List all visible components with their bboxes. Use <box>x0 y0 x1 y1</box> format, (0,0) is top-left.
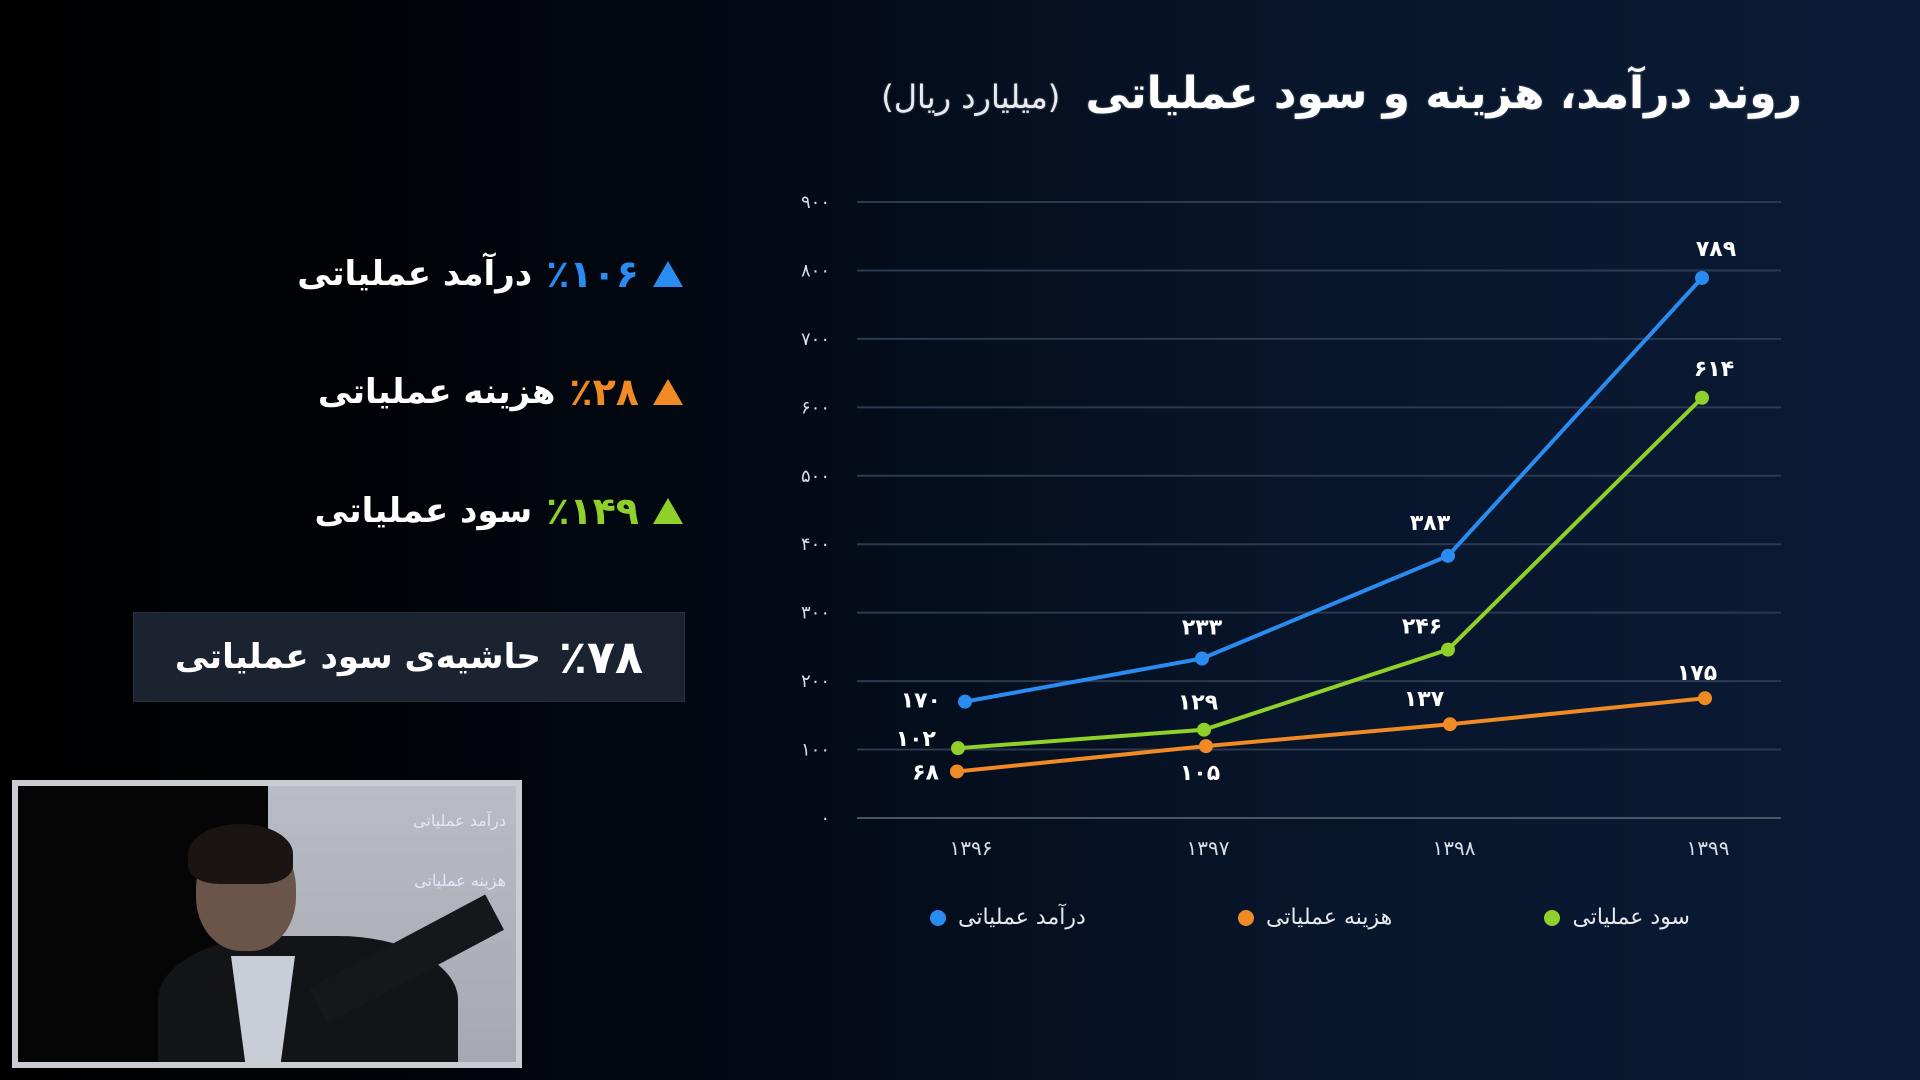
y-tick-label: ۷۰۰ <box>801 329 830 350</box>
data-label: ۷۸۹ <box>1696 237 1736 262</box>
data-label: ۱۰۵ <box>1180 761 1220 786</box>
screen-text: درآمد عملیاتی <box>413 811 506 830</box>
y-tick-label: ۱۰۰ <box>801 740 830 761</box>
legend-label: درآمد عملیاتی <box>958 905 1086 930</box>
presenter-hair <box>188 824 293 884</box>
data-label: ۲۳۳ <box>1182 616 1223 641</box>
data-label: ۱۲۹ <box>1178 691 1218 716</box>
series-line <box>956 696 1706 774</box>
up-triangle-icon <box>653 261 683 287</box>
y-tick-label: ۹۰۰ <box>801 192 830 213</box>
y-tick-label: ۸۰۰ <box>801 260 830 281</box>
presenter-video-inset: درآمد عملیاتی هزینه عملیاتی <box>12 780 522 1068</box>
x-tick-label: ۱۳۹۶ <box>950 836 993 860</box>
legend-label: هزینه عملیاتی <box>1266 905 1393 930</box>
kpi-cost-label: هزینه عملیاتی <box>317 372 556 412</box>
data-point <box>1441 548 1455 563</box>
y-tick-label: ۰ <box>820 808 830 829</box>
data-label: ۶۱۴ <box>1694 357 1734 382</box>
kpi-revenue-label: درآمد عملیاتی <box>297 254 533 294</box>
y-tick-label: ۳۰۰ <box>801 603 830 624</box>
up-triangle-icon <box>653 379 683 405</box>
x-tick-label: ۱۳۹۹ <box>1687 836 1730 860</box>
kpi-revenue: ٪۱۰۶ درآمد عملیاتی <box>297 252 683 296</box>
x-tick-label: ۱۳۹۸ <box>1433 836 1476 860</box>
data-point <box>951 741 965 756</box>
kpi-profit: ٪۱۴۹ سود عملیاتی <box>314 489 683 533</box>
operating-margin-box: ٪۷۸ حاشیه‌ی سود عملیاتی <box>133 612 685 702</box>
chart-title: روند درآمد، هزینه و سود عملیاتی (میلیارد… <box>760 68 1802 119</box>
legend-dot-icon <box>1544 909 1561 926</box>
kpi-cost-value: ٪۲۸ <box>569 370 639 414</box>
chart-legend: درآمد عملیاتی هزینه عملیاتی سود عملیاتی <box>930 905 1690 930</box>
y-tick-label: ۲۰۰ <box>801 671 830 692</box>
data-point <box>958 694 972 709</box>
data-label: ۱۷۵ <box>1677 661 1717 686</box>
data-point <box>1199 739 1213 754</box>
data-label: ۱۷۰ <box>901 689 941 714</box>
kpi-profit-label: سود عملیاتی <box>314 491 533 531</box>
data-point <box>1695 270 1709 285</box>
data-label: ۱۰۲ <box>896 727 937 752</box>
x-tick-label: ۱۳۹۷ <box>1187 836 1230 860</box>
data-label: ۲۴۶ <box>1402 615 1442 640</box>
kpi-profit-value: ٪۱۴۹ <box>546 489 639 533</box>
data-point <box>950 764 964 779</box>
data-point <box>1698 691 1712 706</box>
operating-margin-label: حاشیه‌ی سود عملیاتی <box>174 637 541 677</box>
legend-item-profit: سود عملیاتی <box>1544 905 1690 930</box>
kpi-revenue-value: ٪۱۰۶ <box>546 252 639 296</box>
legend-item-cost: هزینه عملیاتی <box>1238 905 1392 930</box>
data-label: ۱۳۷ <box>1404 687 1445 712</box>
y-tick-label: ۵۰۰ <box>801 466 830 487</box>
legend-item-revenue: درآمد عملیاتی <box>930 905 1086 930</box>
data-point <box>1443 717 1457 732</box>
chart-title-unit: (میلیارد ریال) <box>881 78 1061 116</box>
data-point <box>1441 642 1455 657</box>
operating-margin-value: ٪۷۸ <box>558 630 644 684</box>
data-label: ۶۸ <box>912 760 939 785</box>
data-label: ۳۸۳ <box>1410 511 1451 536</box>
y-tick-label: ۴۰۰ <box>801 534 830 555</box>
legend-label: سود عملیاتی <box>1572 905 1690 930</box>
legend-dot-icon <box>930 909 946 926</box>
screen-text: هزینه عملیاتی <box>414 871 506 890</box>
legend-dot-icon <box>1238 909 1255 926</box>
kpi-cost: ٪۲۸ هزینه عملیاتی <box>318 370 683 414</box>
series-line <box>964 276 1704 704</box>
y-tick-label: ۶۰۰ <box>801 397 830 418</box>
up-triangle-icon <box>653 498 683 524</box>
chart-title-main: روند درآمد، هزینه و سود عملیاتی <box>1085 68 1802 119</box>
series-line <box>957 396 1704 751</box>
data-point <box>1695 390 1709 405</box>
data-point <box>1197 722 1211 737</box>
data-point <box>1195 651 1209 666</box>
